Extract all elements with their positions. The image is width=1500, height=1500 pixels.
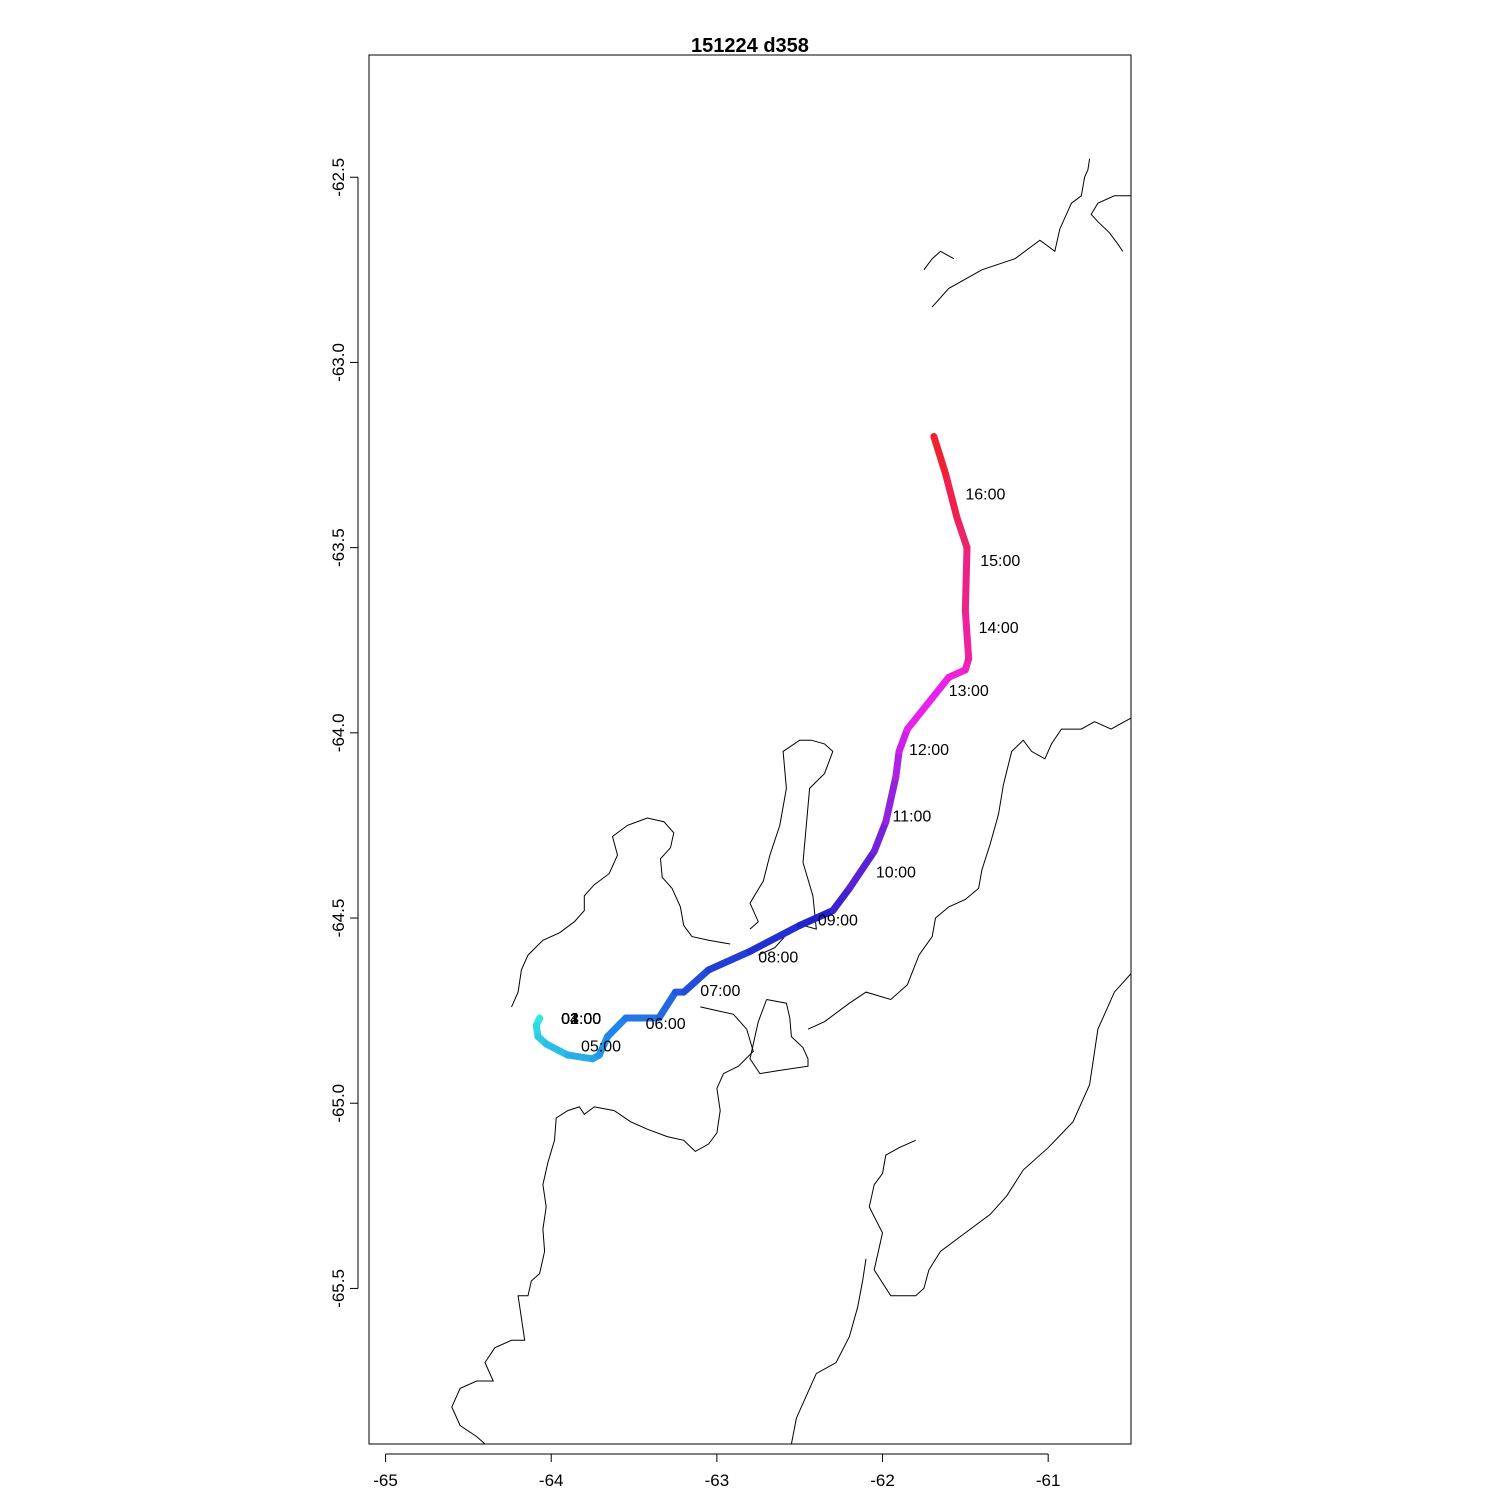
y-tick-label: -64.0 [329, 713, 348, 752]
y-tick-label: -65.0 [329, 1084, 348, 1123]
time-label-overlap: 03:00 [561, 1011, 601, 1028]
plot-title: 151224 d358 [691, 35, 809, 57]
track-segment [680, 966, 713, 996]
track-segment [895, 725, 911, 755]
x-axis: -65 -64 -63 -62 -61 [373, 1453, 1061, 1490]
y-tick-label: -63.5 [329, 528, 348, 567]
track-segment [845, 847, 878, 892]
coastline [931, 158, 1091, 308]
x-tick-label: -64 [539, 1471, 564, 1490]
track-segment [604, 1014, 630, 1041]
coastline [1090, 195, 1131, 252]
track-segment [930, 433, 949, 478]
track-segment [941, 470, 961, 522]
time-label: 08:00 [758, 949, 798, 966]
track-segment [746, 921, 804, 955]
coastline [451, 1006, 754, 1444]
track-segment [882, 773, 900, 826]
coastline [923, 250, 955, 271]
time-label: 14:00 [979, 620, 1019, 637]
plot-frame [368, 54, 1132, 1445]
track-segment [542, 1040, 572, 1059]
track-segment [953, 514, 971, 552]
time-label: 06:00 [646, 1016, 686, 1033]
x-tick-label: -65 [373, 1471, 398, 1490]
time-label-overlap: 02:00 [561, 1011, 601, 1028]
time-label: 09:00 [818, 912, 858, 929]
x-tick-label: -63 [705, 1471, 730, 1490]
track-segment [903, 673, 953, 733]
track-segment [892, 747, 903, 781]
y-tick-label: -63.0 [329, 343, 348, 382]
track-segment [705, 947, 754, 974]
y-tick-label: -64.5 [329, 899, 348, 938]
time-label: 10:00 [876, 864, 916, 881]
track-layer [532, 433, 973, 1063]
time-label-overlap: 01:00 [561, 1011, 601, 1028]
coastline [511, 817, 731, 1008]
time-label-overlap: 04:00 [561, 1011, 601, 1028]
track-segment [655, 988, 679, 1022]
coastline-layer [451, 158, 1131, 1444]
coastline [807, 717, 1131, 1030]
y-tick-label: -65.5 [329, 1269, 348, 1308]
track-segment [961, 544, 971, 615]
time-label: 07:00 [700, 983, 740, 1000]
track-segment [564, 1051, 597, 1063]
time-label: 12:00 [909, 742, 949, 759]
track-segment [829, 884, 853, 915]
track-segment [961, 607, 973, 663]
coastline [868, 973, 1131, 1297]
x-tick-label: -62 [870, 1471, 895, 1490]
y-tick-label: -62.5 [329, 158, 348, 197]
track-segment [870, 818, 890, 855]
x-tick-label: -61 [1036, 1471, 1061, 1490]
coastline [790, 1258, 867, 1444]
time-label: 11:00 [892, 809, 931, 826]
time-label: 15:00 [980, 553, 1020, 570]
time-label: 16:00 [965, 486, 1005, 503]
track-segment [796, 907, 837, 929]
time-label-layer: 05:00 06:00 07:00 08:00 09:00 10:00 11:00 12:00… [561, 486, 1020, 1055]
coastline [749, 999, 809, 1075]
time-label: 13:00 [949, 683, 989, 700]
y-axis: -62.5 -63.0 -63.5 -64.0 -64.5 -65.0 -65.5 [329, 158, 359, 1308]
time-label: 05:00 [581, 1038, 621, 1055]
coastline [749, 739, 834, 956]
